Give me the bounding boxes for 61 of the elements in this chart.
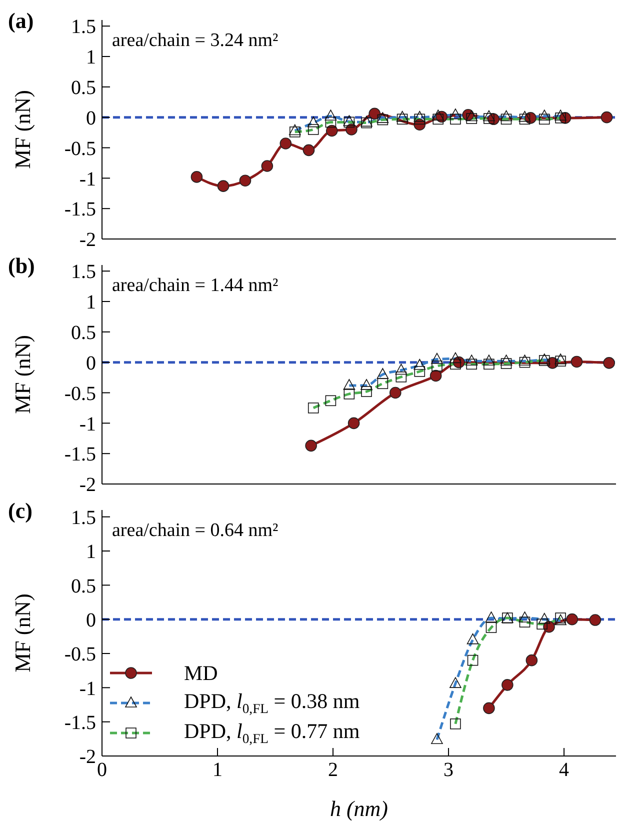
point (389, 386, 402, 399)
y-tick-label: -1 (79, 413, 96, 436)
x-tick-label: 3 (444, 759, 454, 782)
point (190, 171, 203, 183)
chart-title: (b) (8, 253, 35, 279)
point (589, 614, 602, 626)
point (348, 417, 360, 430)
chart-title: (a) (8, 8, 34, 34)
x-axis-title: h (nm) (330, 796, 388, 821)
point (302, 144, 315, 156)
legend-label: DPD, l$_{0,FL}$ = 0.77 nm (184, 718, 360, 746)
annotation: area/chain = 1.44 nm² (112, 275, 278, 296)
point (305, 440, 317, 452)
y-tick-label: -1.5 (64, 712, 96, 734)
x-tick-label: 2 (328, 759, 338, 782)
y-axis-title: MF (nN) (10, 90, 35, 169)
y-tick-label: 1.5 (71, 506, 96, 529)
point (526, 654, 538, 666)
y-tick-label: 1 (86, 292, 96, 314)
x-tick-label: 4 (559, 759, 570, 782)
annotation: area/chain = 3.24 nm² (112, 30, 278, 51)
point (502, 679, 514, 691)
y-tick-label: 1.5 (71, 16, 96, 38)
y-tick-label: -2 (79, 474, 96, 496)
point (566, 613, 578, 626)
point (368, 108, 380, 120)
y-tick-label: 0.5 (71, 322, 96, 344)
y-tick-label: 0.5 (71, 77, 96, 100)
y-tick-label: -0.5 (64, 644, 96, 666)
annotation: area/chain = 0.64 nm² (112, 520, 278, 541)
y-tick-label: 0 (86, 107, 96, 130)
y-axis-title: MF (nN) (10, 594, 35, 672)
point (261, 160, 274, 172)
y-tick-label: -0.5 (64, 138, 96, 160)
chart-title: (c) (8, 498, 32, 524)
y-tick-label: -1.5 (64, 444, 96, 466)
point (570, 356, 583, 368)
y-tick-label: 0 (86, 609, 96, 632)
point (239, 174, 252, 186)
point (600, 111, 613, 124)
legend-label: MD (184, 660, 218, 684)
y-tick-label: 0.5 (71, 575, 96, 598)
point (603, 357, 615, 369)
point (280, 138, 292, 150)
x-tick-label: 1 (212, 759, 223, 782)
point (217, 180, 230, 192)
point (483, 702, 495, 714)
y-tick-label: 1.5 (71, 261, 96, 284)
point (430, 370, 442, 382)
y-tick-label: -2 (79, 746, 96, 768)
y-axis-title: MF (nN) (10, 335, 35, 414)
point (326, 124, 338, 137)
legend-label: DPD, l$_{0,FL}$ = 0.38 nm (184, 688, 360, 716)
y-tick-label: -2 (79, 229, 96, 252)
y-tick-label: -1 (79, 168, 96, 190)
y-tick-label: -1.5 (64, 198, 96, 221)
y-tick-label: 0 (86, 352, 96, 374)
y-tick-label: 1 (86, 541, 96, 564)
y-tick-label: -0.5 (64, 382, 96, 405)
y-tick-label: -1 (79, 678, 96, 700)
y-tick-label: 1 (86, 46, 96, 69)
